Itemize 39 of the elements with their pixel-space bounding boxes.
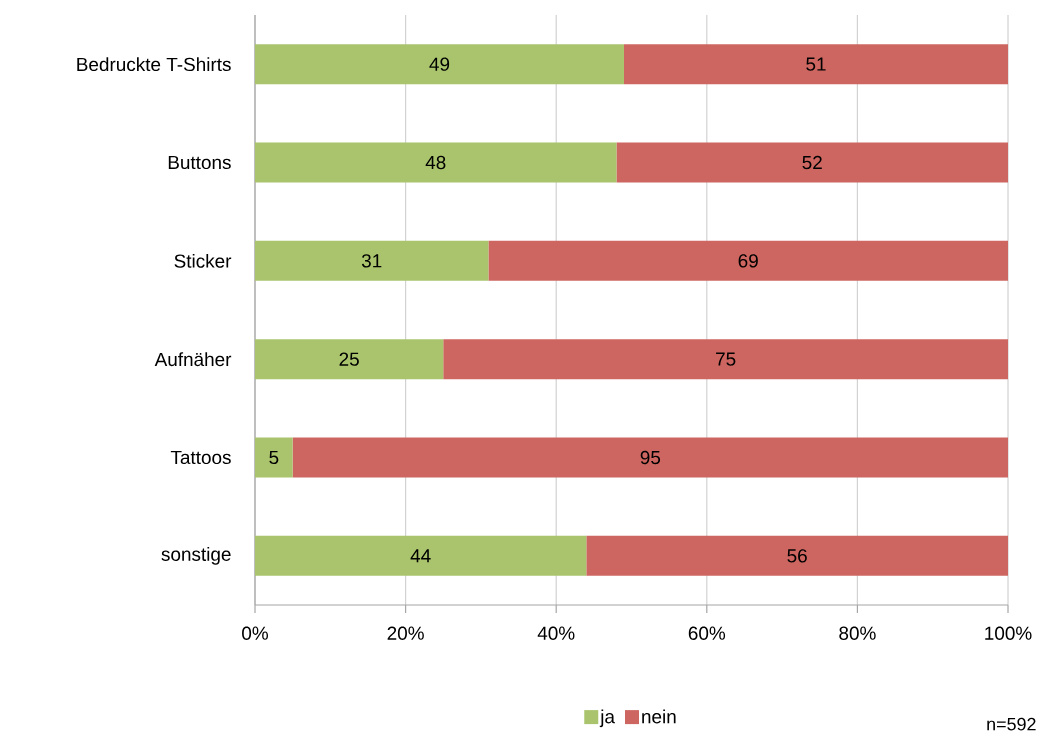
bar (255, 437, 293, 478)
bar (255, 535, 587, 576)
x-tick-label: 60% (688, 626, 726, 640)
bar (255, 44, 624, 85)
y-tick-label: Aufnäher (154, 352, 232, 367)
x-tick-label: 40% (537, 626, 575, 640)
x-tick-label: 0% (242, 626, 268, 640)
text: n=592 (987, 717, 1036, 731)
data-label: 25 (339, 352, 359, 366)
y-tick-label: Buttons (168, 155, 231, 170)
data-label: 75 (716, 352, 736, 366)
legend-label: ja (599, 709, 615, 728)
data-label: 44 (410, 549, 431, 563)
bar (488, 240, 1009, 281)
data-label: 51 (806, 57, 826, 71)
data-label: 48 (425, 155, 446, 170)
bar (623, 44, 1009, 85)
y-tick-label: Bedruckte T-Shirts (77, 57, 231, 72)
y-tick-label: Sticker (174, 253, 232, 268)
x-tick-label: 20% (387, 626, 424, 640)
y-tick-label: sonstige (161, 547, 231, 565)
data-label: 95 (640, 450, 661, 465)
bar (616, 142, 1009, 183)
y-tick-label: Tattoos (170, 450, 231, 465)
bar (586, 535, 1009, 576)
data-label: 49 (429, 57, 450, 71)
bar (292, 437, 1009, 478)
bar (255, 240, 489, 281)
data-label: 5 (269, 450, 279, 465)
x-tick-label: 100% (985, 626, 1032, 640)
data-label: 52 (802, 155, 822, 170)
data-label: 56 (787, 549, 807, 563)
legend-label: nein (642, 709, 676, 724)
bar (255, 339, 444, 380)
data-label: 69 (738, 254, 758, 268)
x-tick-label: 80% (839, 626, 876, 640)
bar (255, 142, 617, 183)
data-label: 31 (361, 254, 382, 268)
bar (443, 339, 1009, 380)
